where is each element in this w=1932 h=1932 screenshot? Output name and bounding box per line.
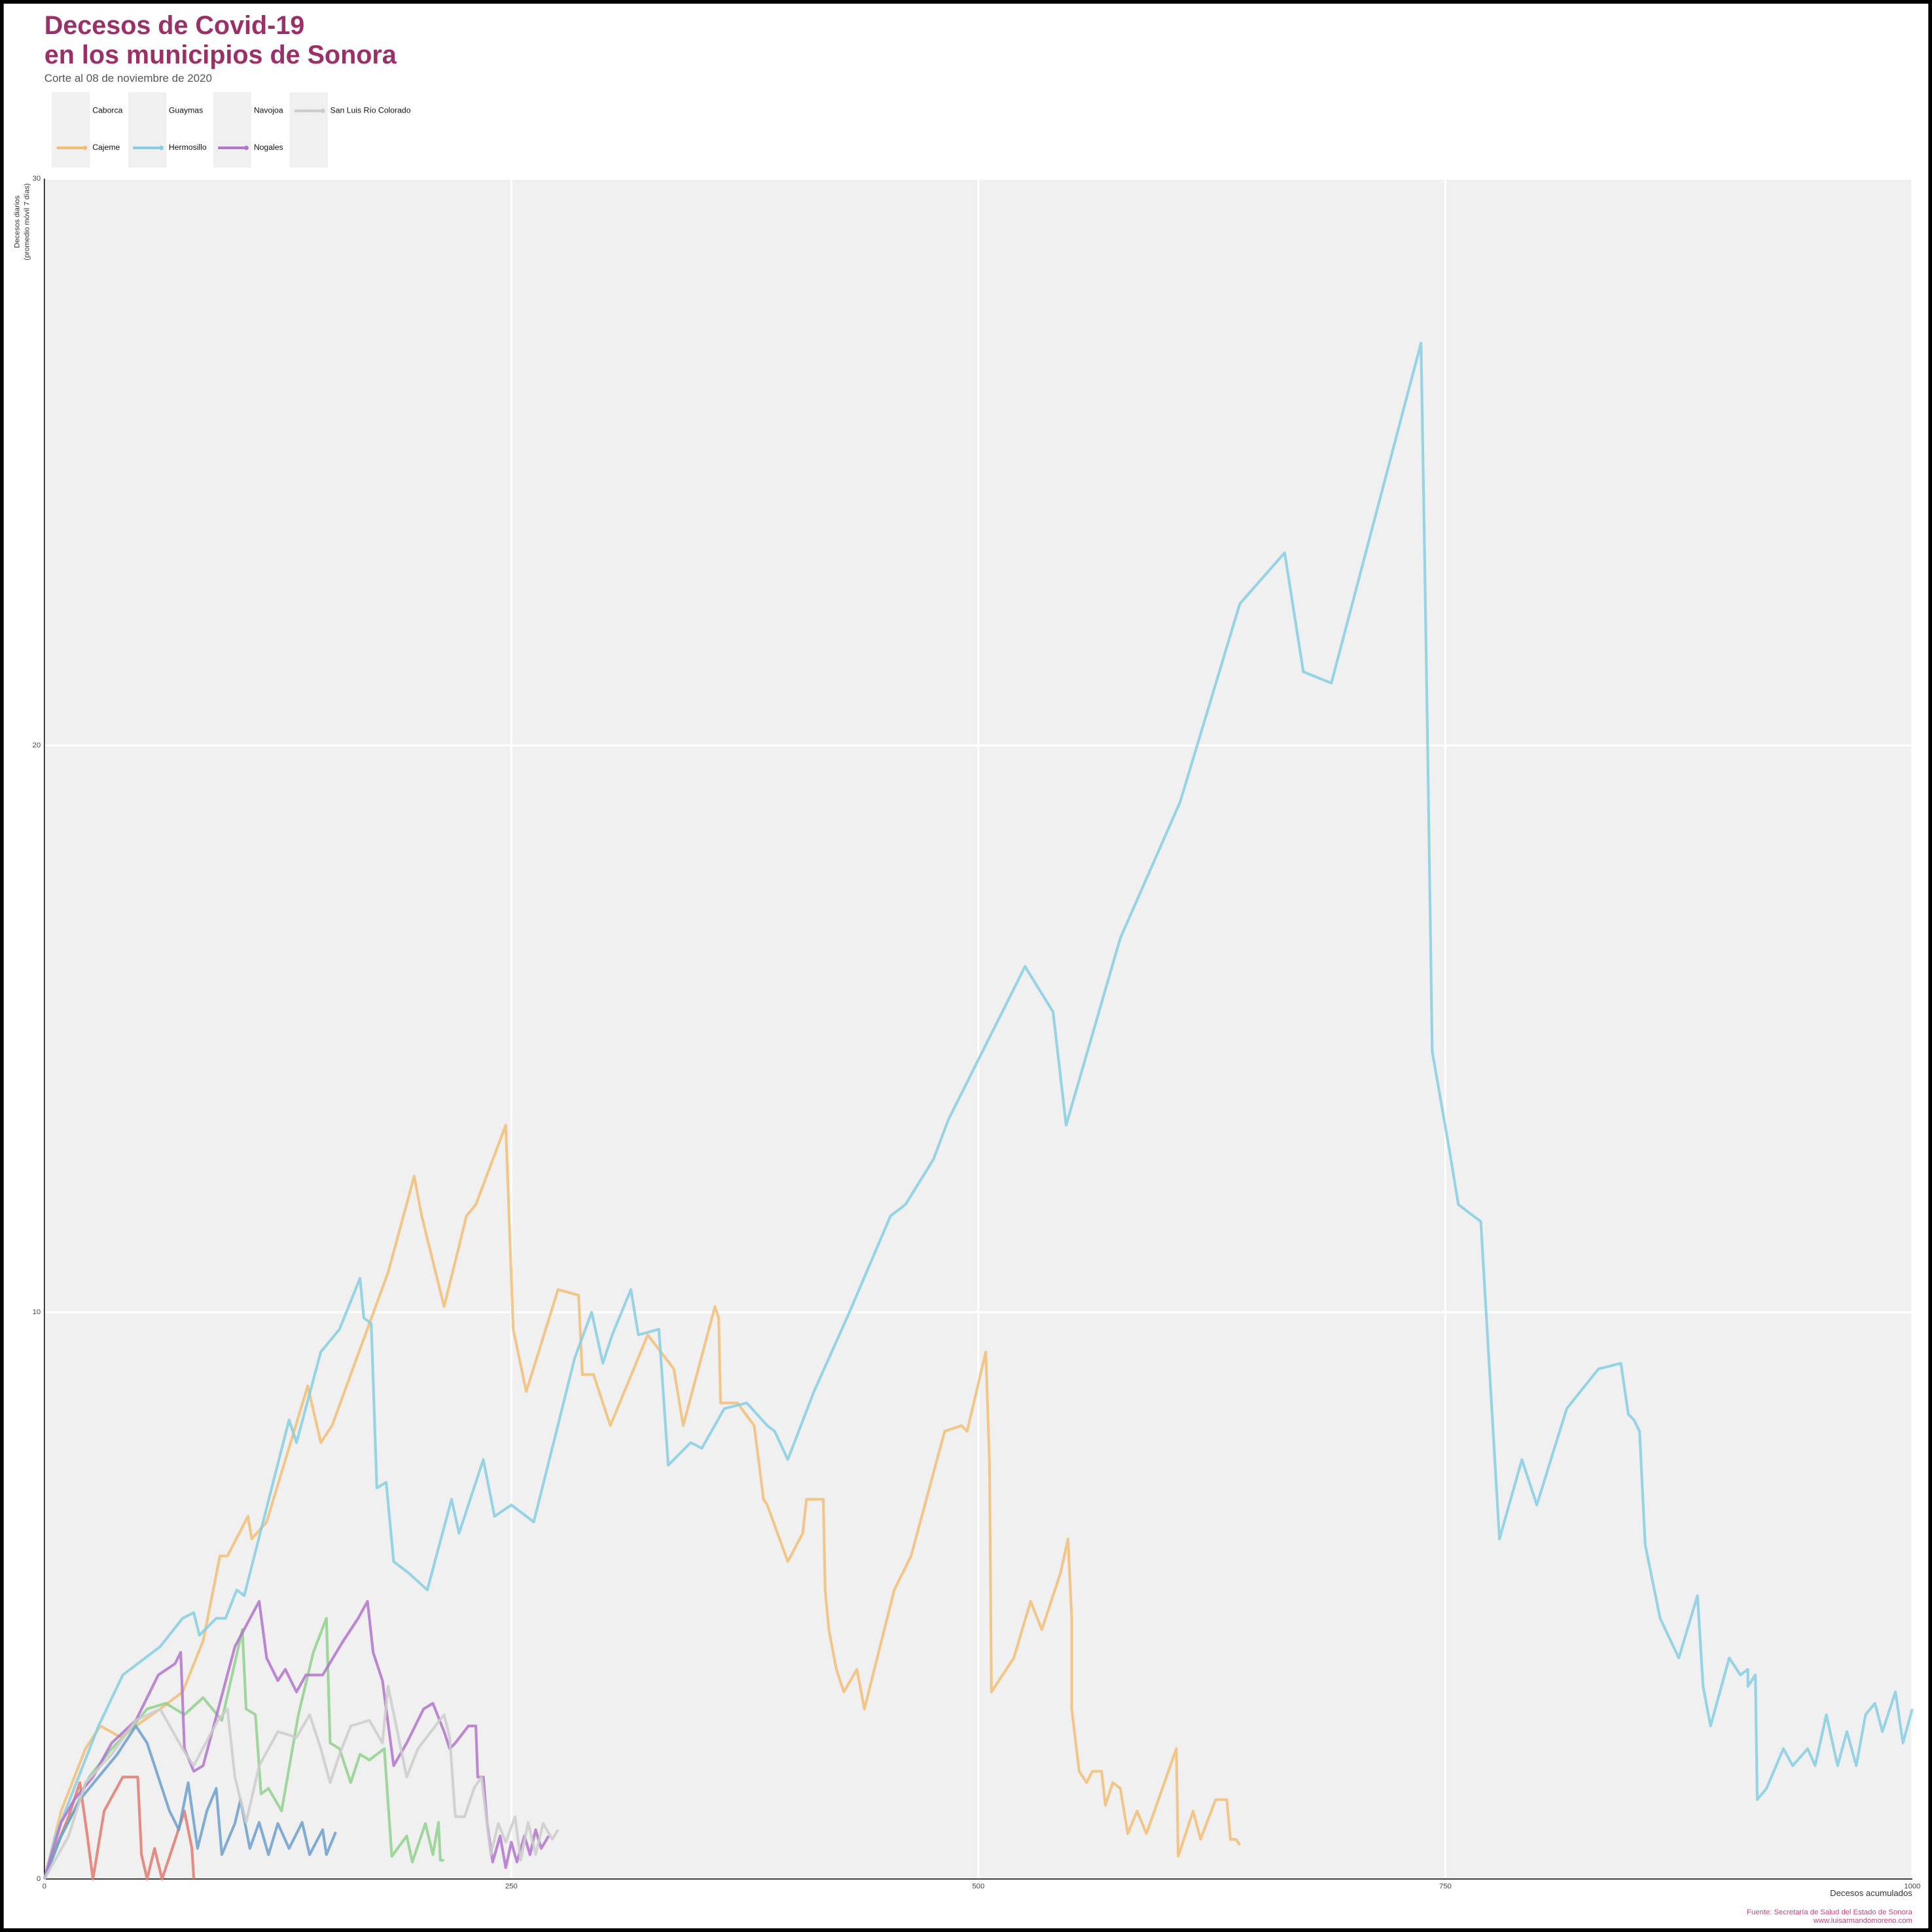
legend-item: San Luis Río Colorado (289, 92, 411, 168)
legend-key-background (52, 92, 90, 168)
legend-label: Hermosillo (169, 143, 207, 152)
legend-key-background (213, 92, 252, 168)
x-axis-title: Decesos acumulados (1830, 1888, 1912, 1898)
x-tick-label: 500 (972, 1882, 984, 1890)
legend-key-dot (320, 109, 325, 113)
legend-item: Hermosillo (128, 92, 207, 168)
legend-key-background (128, 92, 167, 168)
series-line (43, 1685, 560, 1880)
series-line (43, 1600, 550, 1880)
x-tick-label: 250 (505, 1882, 518, 1890)
legend-key-dot (159, 145, 164, 151)
legend-label: Nogales (254, 143, 283, 152)
x-tick-label: 0 (43, 1882, 46, 1890)
legend-label: Navojoa (254, 106, 283, 115)
y-tick-label: 10 (33, 1308, 41, 1316)
y-axis-title-line: (promedio móvil 7 días) (23, 183, 31, 260)
chart-title: en los municipios de Sonora (45, 41, 397, 69)
legend-label: San Luis Río Colorado (331, 106, 411, 115)
x-tick-label: 1000 (1904, 1882, 1920, 1890)
series-line (43, 1725, 337, 1880)
chart-subtitle: Corte al 08 de noviembre de 2020 (45, 72, 212, 84)
y-axis-title: Decesos diarios (promedio móvil 7 días) (13, 183, 31, 260)
legend-item: Cajeme (52, 92, 120, 168)
x-tick-label: 750 (1439, 1882, 1452, 1890)
chart-title: Decesos de Covid-19 (45, 11, 305, 40)
legend-key-dot (82, 145, 88, 151)
y-axis-title-line: Decesos diarios (13, 195, 21, 248)
series-line (43, 342, 1914, 1880)
legend-key-background (289, 92, 328, 168)
series-line (43, 1124, 1242, 1880)
series-line (43, 1776, 196, 1881)
legend-label: Caborca (92, 106, 122, 115)
y-tick-label: 0 (37, 1875, 41, 1883)
caption: www.luisarmandomoreno.com (1813, 1917, 1912, 1925)
legend-item: Nogales (213, 92, 283, 168)
y-tick-label: 30 (33, 175, 41, 183)
legend-key-dot (244, 145, 249, 151)
caption: Fuente: Secretaría de Salud del Estado d… (1747, 1908, 1912, 1916)
legend-label: Guaymas (169, 106, 203, 115)
legend-label: Cajeme (92, 143, 120, 152)
y-tick-label: 20 (33, 742, 41, 749)
